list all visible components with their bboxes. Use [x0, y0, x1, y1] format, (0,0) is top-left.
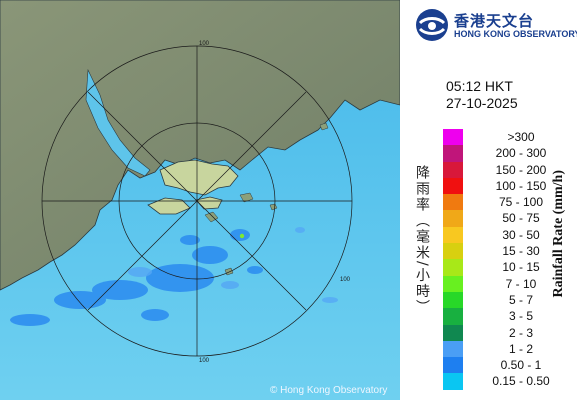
legend-label: 0.15 - 0.50 [492, 374, 550, 389]
legend-swatch [443, 324, 463, 341]
legend-swatch [443, 308, 463, 325]
mainland [0, 0, 400, 291]
legend-swatch [443, 145, 463, 162]
legend-label: 15 - 30 [502, 244, 540, 259]
legend-swatch [443, 177, 463, 195]
legend-label: 7 - 10 [505, 276, 537, 291]
legend-swatch [443, 161, 463, 178]
legend-label: 100 - 150 [495, 178, 547, 193]
legend-label: 10 - 15 [502, 260, 540, 275]
logo-name-en: HONG KONG OBSERVATORY [454, 29, 577, 39]
hko-logo: 香港天文台 HONG KONG OBSERVATORY [414, 7, 577, 43]
range-label-south: 100 [199, 358, 210, 364]
legend-swatch [443, 340, 463, 358]
legend-panel: 香港天文台 HONG KONG OBSERVATORY 05:12 HKT 27… [400, 0, 577, 400]
legend-label: 30 - 50 [502, 227, 540, 242]
legend-swatch [443, 243, 463, 260]
hong-kong-island [195, 196, 223, 210]
legend-swatch [443, 291, 463, 309]
legend-label: 5 - 7 [508, 292, 533, 307]
copyright-text: © Hong Kong Observatory [270, 385, 388, 396]
legend-label: 2 - 3 [508, 325, 533, 340]
legend-title-cn: 降雨率（毫米/小時） [414, 165, 430, 316]
observation-time: 05:12 HKT [446, 78, 513, 94]
range-label-east: 100 [340, 277, 351, 283]
legend-swatch [443, 357, 463, 374]
range-rings [41, 45, 353, 357]
legend-swatch [443, 226, 463, 244]
legend-swatch [443, 194, 463, 211]
hong-kong-land [159, 159, 239, 196]
light-rain [128, 227, 338, 303]
legend-swatch [443, 129, 463, 146]
legend-label: 3 - 5 [508, 309, 533, 324]
legend-swatch [443, 275, 463, 292]
range-label-north: 100 [199, 41, 210, 47]
legend-label: 200 - 300 [495, 146, 547, 161]
legend-label: 150 - 200 [495, 162, 547, 177]
legend-title-en: Rainfall Rate (mm/h) [551, 170, 566, 298]
logo-name-cn: 香港天文台 [454, 12, 535, 30]
legend-label: 50 - 75 [502, 211, 540, 226]
legend-swatch [443, 373, 463, 390]
observation-date: 27-10-2025 [446, 95, 518, 111]
pearl-river-estuary [85, 68, 151, 177]
hko-emblem-icon [416, 9, 448, 41]
islands [204, 122, 329, 276]
legend-label: 1 - 2 [508, 341, 533, 356]
legend-label: 75 - 100 [498, 195, 544, 210]
rain-cell-moderate [239, 233, 245, 239]
legend-swatch [443, 210, 463, 227]
legend-label: 0.50 - 1 [500, 358, 542, 373]
legend-label: >300 [507, 130, 535, 144]
legend-swatch [443, 259, 463, 276]
radar-map: 100 100 100 [0, 0, 400, 400]
